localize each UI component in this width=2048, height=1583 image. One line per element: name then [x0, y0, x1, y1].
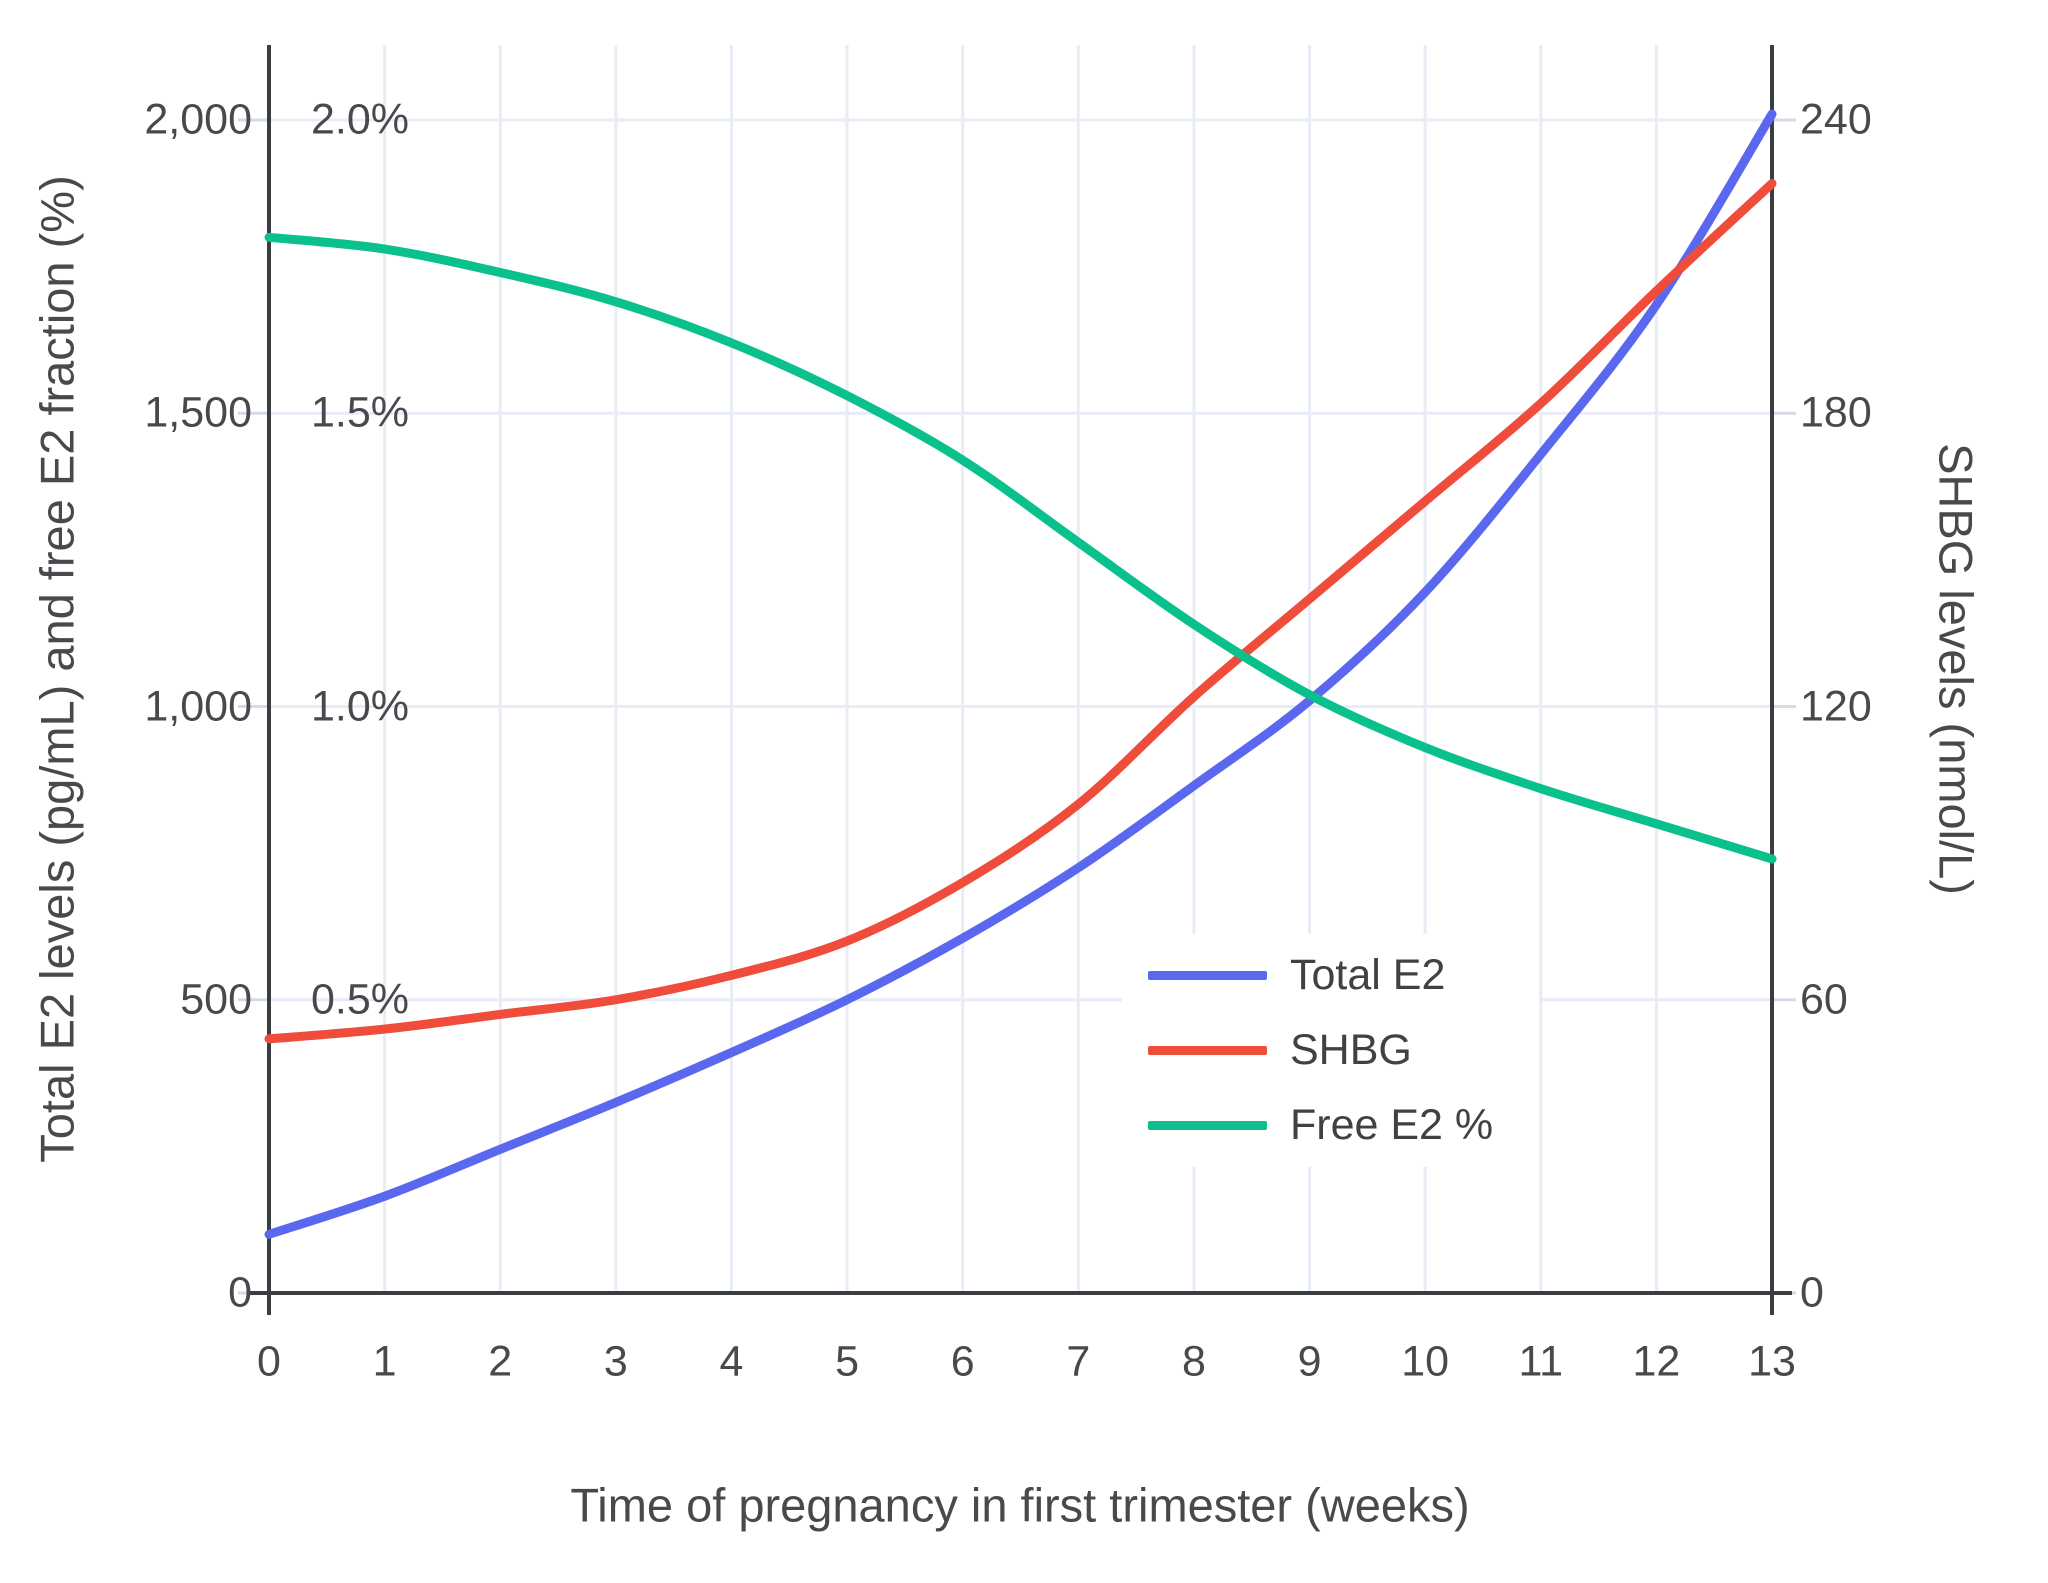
- left-axis-tick-label: 0: [228, 1268, 252, 1317]
- left-axis-tick-label: 1,500: [144, 388, 252, 437]
- right-axis-tick-label: 0: [1800, 1268, 1824, 1317]
- left-axis-tick-label: 500: [180, 975, 252, 1024]
- x-axis-tick-label: 8: [1181, 1337, 1206, 1386]
- right-axis-tick-label: 240: [1800, 95, 1872, 144]
- x-axis-tick-label: 2: [488, 1337, 513, 1386]
- x-axis-tick-label: 12: [1632, 1337, 1681, 1386]
- free-e2-line: [264, 232, 1777, 864]
- total-e2-line: [264, 109, 1777, 1239]
- right-axis-title: SHBG levels (nmol/L): [1929, 443, 1983, 895]
- right-axis-tick-label: 60: [1800, 975, 1848, 1024]
- x-axis-tick-label: 3: [603, 1337, 628, 1386]
- free-e2-line-swatch: [1148, 1121, 1267, 1130]
- x-axis-tick-label: 13: [1748, 1337, 1796, 1386]
- percent-tick-label: 2.0%: [311, 95, 410, 144]
- shbg-line-swatch: [1148, 1046, 1267, 1055]
- x-axis-tick-label: 9: [1297, 1337, 1322, 1386]
- legend-item-total-e2[interactable]: Total E2: [1148, 938, 1493, 1013]
- right-axis-tick-label: 180: [1800, 388, 1872, 437]
- legend-item-shbg[interactable]: SHBG: [1148, 1013, 1493, 1088]
- right-axis-tick-label: 120: [1800, 682, 1872, 730]
- x-axis-title: Time of pregnancy in first trimester (we…: [570, 1478, 1470, 1532]
- percent-tick-label: 0.5%: [311, 975, 410, 1024]
- legend: Total E2 SHBG Free E2 %: [1122, 934, 1540, 1167]
- legend-item-free-e2[interactable]: Free E2 %: [1148, 1088, 1493, 1163]
- x-axis-tick-label: 4: [719, 1337, 744, 1386]
- legend-label-shbg: SHBG: [1290, 1026, 1412, 1074]
- x-axis-tick-label: 0: [257, 1337, 281, 1386]
- x-axis-tick-label: 10: [1401, 1337, 1450, 1386]
- x-axis-tick-label: 6: [950, 1337, 975, 1386]
- total-e2-line-swatch: [1148, 971, 1267, 980]
- x-axis-tick-label: 11: [1518, 1337, 1564, 1386]
- x-axis-tick-label: 1: [372, 1337, 397, 1386]
- x-axis-tick-label: 7: [1066, 1337, 1091, 1386]
- percent-tick-label: 1.5%: [311, 388, 410, 437]
- legend-label-total-e2: Total E2: [1290, 951, 1446, 999]
- x-axis-tick-label: 5: [835, 1337, 860, 1386]
- left-axis-title: Total E2 levels (pg/mL) and free E2 frac…: [30, 175, 84, 1163]
- shbg-line: [264, 179, 1777, 1044]
- left-axis-tick-label: 2,000: [144, 95, 252, 144]
- left-axis-tick-label: 1,000: [144, 682, 252, 730]
- legend-label-free-e2: Free E2 %: [1290, 1101, 1494, 1149]
- percent-tick-label: 1.0%: [311, 682, 410, 730]
